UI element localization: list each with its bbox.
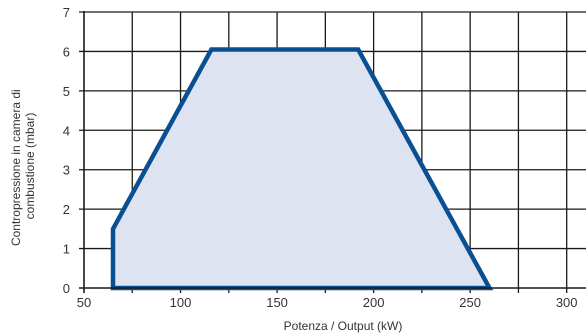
y-axis-label-line-1: Contropressione in camera di xyxy=(9,89,23,246)
y-axis-label: Contropressione in camera di combustione… xyxy=(9,86,37,246)
axes xyxy=(79,11,586,293)
y-tick-label: 4 xyxy=(63,123,70,138)
tick-labels: 50 100 150 200 250 300 0 1 2 3 4 5 6 7 xyxy=(63,5,578,310)
working-field-area xyxy=(110,47,494,291)
y-tick-label: 5 xyxy=(63,84,70,99)
y-axis-label-line-2: combustione (mbar) xyxy=(23,113,37,220)
x-tick-label: 300 xyxy=(556,295,578,310)
y-tick-label: 0 xyxy=(63,281,70,296)
series-layer xyxy=(110,47,494,291)
x-tick-label: 200 xyxy=(363,295,385,310)
x-tick-label: 50 xyxy=(77,295,91,310)
y-tick-label: 3 xyxy=(63,163,70,178)
x-tick-label: 150 xyxy=(266,295,288,310)
y-tick-label: 1 xyxy=(63,242,70,257)
y-tick-label: 7 xyxy=(63,5,70,20)
x-axis-label: Potenza / Output (kW) xyxy=(284,319,403,333)
y-tick-label: 6 xyxy=(63,44,70,59)
y-tick-label: 2 xyxy=(63,202,70,217)
x-tick-label: 100 xyxy=(170,295,192,310)
x-tick-label: 250 xyxy=(459,295,481,310)
